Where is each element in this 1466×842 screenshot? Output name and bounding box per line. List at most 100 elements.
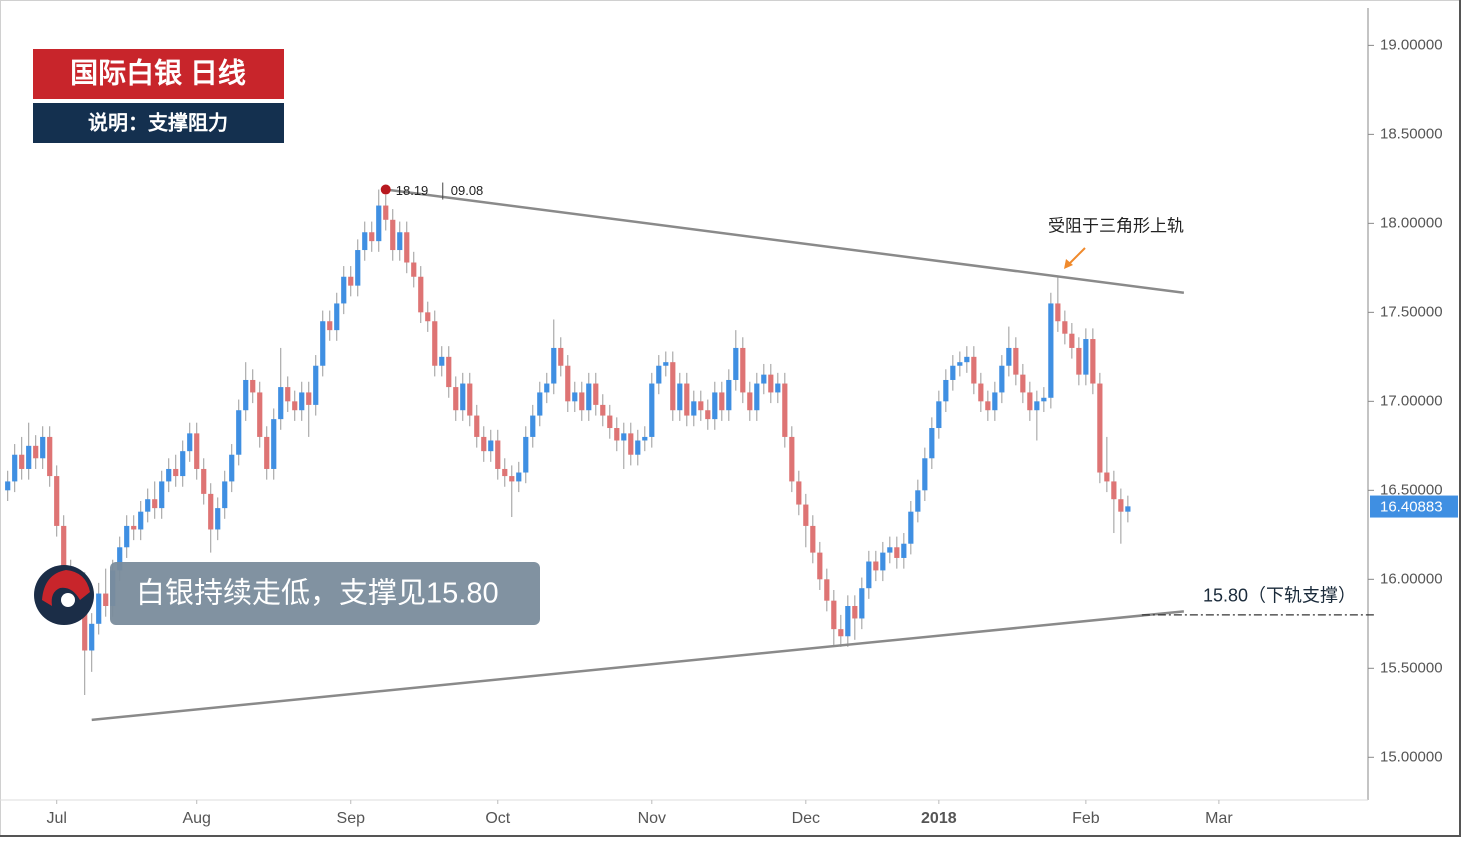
last-price-box [1370, 495, 1458, 518]
candle-body [124, 525, 130, 548]
logo-shape [42, 570, 90, 606]
candle-body [852, 606, 858, 619]
candle-body [397, 232, 403, 251]
candle-body [278, 387, 284, 420]
candle-body [894, 547, 900, 558]
candle-body [530, 415, 536, 437]
candle-body [47, 436, 53, 477]
y-tick-label: 15.00000 [1380, 748, 1443, 765]
x-tick-label: Nov [638, 810, 666, 827]
candle-body [208, 493, 214, 530]
logo-dot [61, 593, 75, 607]
candle-body [719, 392, 725, 411]
trendline [385, 188, 1185, 295]
peak-date: 09.08 [451, 183, 484, 198]
candle-body [159, 481, 165, 509]
candle-body [635, 440, 641, 455]
candle-body [754, 383, 760, 411]
x-tick-label: Aug [182, 810, 210, 827]
candle-body [1027, 392, 1033, 411]
candle-body [600, 404, 606, 416]
candle-body [313, 365, 319, 405]
y-tick-label: 18.00000 [1380, 214, 1443, 231]
candle-body [509, 476, 515, 482]
candle-body [103, 593, 109, 607]
candle-body [628, 433, 634, 455]
candle-body [992, 392, 998, 411]
candle-body [271, 419, 277, 469]
candle-body [1111, 481, 1117, 500]
candle-body [1076, 347, 1082, 375]
candle-body [1062, 321, 1068, 334]
candle-body [117, 547, 123, 571]
candle-body [362, 232, 368, 251]
candle-body [1055, 303, 1061, 322]
candle-body [880, 552, 886, 571]
candle-body [425, 312, 431, 322]
candle-body [292, 401, 298, 411]
candle-body [446, 356, 452, 388]
candle-body [670, 362, 676, 411]
y-tick-label: 17.00000 [1380, 392, 1443, 409]
candle-body [54, 476, 60, 526]
candle-body [432, 321, 438, 366]
title-box [33, 49, 284, 99]
candle-body [698, 401, 704, 411]
y-tick-label: 17.50000 [1380, 303, 1443, 320]
candle-body [810, 525, 816, 553]
candle-body [404, 232, 410, 263]
candle-body [572, 392, 578, 402]
x-tick-label: Mar [1205, 810, 1233, 827]
trendline [91, 610, 1184, 722]
candle-body [453, 387, 459, 411]
candle-body [131, 525, 137, 530]
candle-body [488, 440, 494, 452]
candle-body [845, 606, 851, 637]
candle-body [803, 504, 809, 526]
candle-body [222, 481, 228, 509]
candle-body [656, 365, 662, 384]
candle-body [516, 472, 522, 482]
candle-body [327, 321, 333, 331]
candle-body [915, 490, 921, 512]
candle-body [1006, 347, 1012, 366]
y-tick-label: 16.50000 [1380, 481, 1443, 498]
candle-body [873, 561, 879, 571]
candle-body [901, 543, 907, 558]
x-tick-label: Oct [485, 810, 510, 827]
candle-body [418, 276, 424, 313]
candle-body [61, 525, 67, 571]
candle-body [705, 410, 711, 420]
candle-body [838, 629, 844, 637]
candle-body [1041, 397, 1047, 402]
candle-body [474, 415, 480, 437]
candle-body [971, 356, 977, 384]
candle-body [1083, 339, 1089, 375]
candle-body [726, 379, 732, 411]
candle-body [565, 365, 571, 402]
candle-body [922, 458, 928, 491]
candle-body [1118, 499, 1124, 512]
candle-body [481, 436, 487, 452]
candle-body [691, 401, 697, 416]
candle-body [166, 468, 172, 482]
candle-body [243, 379, 249, 411]
candle-body [537, 392, 543, 416]
candle-body [663, 362, 669, 366]
last-price-label: 16.40883 [1380, 499, 1443, 516]
candle-body [607, 415, 613, 429]
x-tick-label: Jul [46, 810, 66, 827]
candle-body [201, 468, 207, 494]
candle-body [985, 401, 991, 411]
candle-body [789, 436, 795, 482]
candle-body [831, 600, 837, 630]
candle-body [859, 588, 865, 619]
annotation-arrowhead [1064, 259, 1073, 269]
candle-body [523, 436, 529, 473]
candle-body [1090, 339, 1096, 384]
candle-body [390, 219, 396, 251]
candle-body [411, 262, 417, 277]
candle-body [439, 356, 445, 366]
